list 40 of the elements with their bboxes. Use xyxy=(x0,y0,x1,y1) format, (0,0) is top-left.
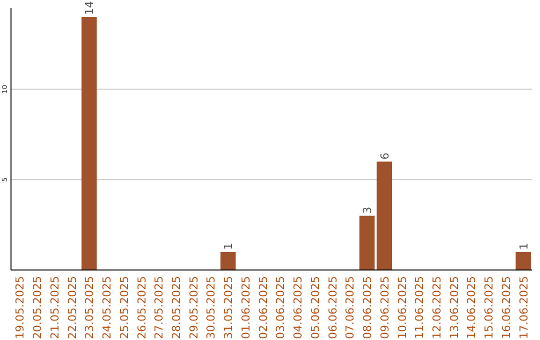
x-tick-label: 21.05.2025 xyxy=(48,276,62,339)
x-tick-label: 31.05.2025 xyxy=(222,276,236,339)
x-tick-label: 22.05.2025 xyxy=(66,276,79,339)
x-tick-label: 29.05.2025 xyxy=(187,276,200,339)
x-tick-label: 24.05.2025 xyxy=(100,276,114,339)
x-tick-label: 12.06.2025 xyxy=(430,276,444,339)
x-tick-label: 09.06.2025 xyxy=(378,276,392,339)
x-tick-label: 23.05.2025 xyxy=(83,276,96,339)
x-tick-label: 13.06.2025 xyxy=(448,276,461,339)
bar xyxy=(82,17,97,270)
data-label: 1 xyxy=(517,242,530,250)
x-tick-label: 10.06.2025 xyxy=(396,276,409,339)
data-label: 14 xyxy=(83,1,96,16)
bar xyxy=(359,216,375,270)
data-label: 3 xyxy=(361,206,374,214)
x-tick-label: 05.06.2025 xyxy=(308,276,322,339)
x-tick-label: 17.06.2025 xyxy=(517,276,530,339)
x-tick-label: 06.06.2025 xyxy=(326,276,340,339)
x-tick-label: 01.06.2025 xyxy=(239,276,252,339)
x-tick-label: 26.05.2025 xyxy=(135,276,148,339)
x-tick-label: 30.05.2025 xyxy=(204,276,218,339)
x-tick-label: 11.06.2025 xyxy=(413,276,426,339)
x-tick-label: 27.05.2025 xyxy=(152,276,166,339)
x-tick-label: 28.05.2025 xyxy=(170,276,183,339)
x-tick-label: 15.06.2025 xyxy=(482,276,496,339)
x-tick-label: 25.05.2025 xyxy=(118,276,131,339)
x-tick-label: 08.06.2025 xyxy=(361,276,374,339)
data-label: 1 xyxy=(222,242,236,250)
x-tick-label: 14.06.2025 xyxy=(465,276,478,339)
bar xyxy=(516,252,531,270)
bar xyxy=(376,162,392,270)
x-tick-label: 07.06.2025 xyxy=(344,276,357,339)
x-tick-label: 04.06.2025 xyxy=(292,276,305,339)
x-tick-label: 16.06.2025 xyxy=(500,276,513,339)
data-label: 6 xyxy=(378,152,392,160)
x-tick-label: 19.05.2025 xyxy=(14,276,27,339)
bar xyxy=(220,252,236,270)
x-tick-label: 02.06.2025 xyxy=(256,276,270,339)
x-tick-label: 03.06.2025 xyxy=(274,276,288,339)
x-tick-label: 20.05.2025 xyxy=(31,276,44,339)
